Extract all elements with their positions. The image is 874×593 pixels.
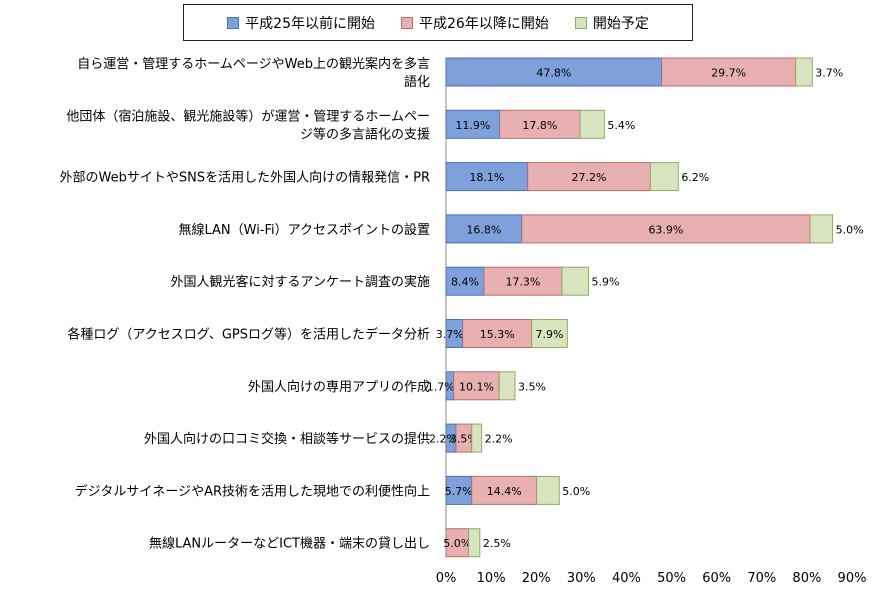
data-label: 3.7% — [815, 67, 843, 80]
data-label: 14.4% — [487, 485, 522, 498]
legend-swatch-after-h26 — [401, 16, 413, 29]
x-tick-label: 60% — [702, 571, 731, 586]
bar-segment — [453, 371, 500, 401]
x-tick-label: 70% — [747, 571, 776, 586]
data-label: 5.0% — [562, 485, 590, 498]
x-tick-label: 40% — [612, 571, 641, 586]
data-label: 2.2% — [429, 433, 457, 446]
data-label: 1.7% — [427, 380, 455, 393]
bar-segment — [661, 57, 797, 87]
x-tick-label: 20% — [522, 571, 551, 586]
data-label: 17.3% — [505, 276, 540, 289]
bar-segment — [795, 57, 813, 87]
x-tick-label: 10% — [477, 571, 506, 586]
data-label: 6.2% — [681, 171, 709, 184]
bar-segment — [445, 109, 501, 139]
bar-segment — [561, 266, 590, 296]
data-label: 17.8% — [522, 119, 557, 132]
data-label: 29.7% — [711, 67, 746, 80]
category-label-line2: ジ等の多言語化の支援 — [300, 126, 430, 142]
data-label: 3.5% — [518, 380, 546, 393]
legend-item-after-h26: 平成26年以降に開始 — [401, 13, 549, 33]
bar-segment — [536, 475, 560, 505]
bar-segment — [462, 319, 533, 348]
x-tick-label: 50% — [657, 571, 686, 586]
data-label: 3.7% — [436, 328, 464, 341]
data-label: 5.4% — [607, 119, 635, 132]
category-label: 無線LAN（Wi-Fi）アクセスポイントの設置 — [178, 222, 430, 238]
legend-label-planned: 開始予定 — [592, 15, 649, 32]
bar-segment — [649, 162, 679, 192]
bar-segment — [468, 528, 481, 558]
category-label: デジタルサイネージやAR技術を活用した現地での利便性向上 — [75, 483, 430, 499]
data-label: 5.0% — [836, 223, 864, 236]
bar-segment — [499, 109, 581, 139]
legend-swatch-before-h25 — [227, 16, 240, 29]
data-label: 11.9% — [455, 119, 490, 132]
x-tick-label: 80% — [792, 571, 821, 586]
data-label: 2.2% — [485, 433, 513, 446]
category-label-line2: 語化 — [404, 74, 430, 90]
data-label: 7.9% — [536, 328, 564, 341]
x-tick-label: 0% — [436, 571, 457, 586]
bar-segment — [445, 162, 529, 192]
data-label: 63.9% — [648, 223, 683, 236]
category-label: 各種ログ（アクセスログ、GPSログ等）を活用したデータ分析 — [67, 327, 430, 343]
bar-segment — [809, 214, 834, 244]
data-label: 15.3% — [480, 328, 515, 341]
category-label: 外国人観光客に対するアンケート調査の実施 — [171, 274, 430, 290]
data-label: 16.8% — [466, 223, 501, 236]
x-tick-label: 90% — [838, 571, 867, 586]
data-label: 5.9% — [592, 276, 620, 289]
data-label: 10.1% — [459, 380, 494, 393]
bar-segment — [521, 214, 811, 244]
bar-segment — [531, 319, 568, 348]
bar-segment — [498, 371, 516, 401]
category-label: 他団体（宿泊施設、観光施設等）が運営・管理するホームペー — [66, 108, 430, 124]
data-label: 8.4% — [451, 276, 479, 289]
legend-label-before-h25: 平成25年以前に開始 — [245, 15, 375, 32]
legend-item-before-h25: 平成25年以前に開始 — [227, 13, 375, 33]
bar-segment — [445, 214, 523, 244]
data-label: 5.0% — [443, 537, 471, 550]
data-label: 2.5% — [483, 537, 511, 550]
data-label: 3.5% — [450, 433, 478, 446]
legend: 平成25年以前に開始 平成26年以降に開始 開始予定 — [183, 4, 693, 41]
data-label: 47.8% — [536, 67, 571, 80]
category-label: 外国人向けの専用アプリの作成 — [248, 379, 430, 395]
category-label: 自ら運営・管理するホームページやWeb上の観光案内を多言 — [77, 56, 430, 72]
bar-segment — [579, 109, 605, 139]
legend-item-planned: 開始予定 — [574, 13, 649, 33]
category-label: 無線LANルーターなどICT機器・端末の貸し出し — [149, 536, 430, 552]
data-label: 27.2% — [572, 171, 607, 184]
data-label: 18.1% — [469, 171, 504, 184]
bar-segment — [527, 162, 651, 192]
category-label: 外部のWebサイトやSNSを活用した外国人向けの情報発信・PR — [60, 170, 430, 186]
bar-segment — [483, 266, 563, 296]
legend-swatch-planned — [574, 16, 587, 29]
category-label: 外国人向けの口コミ交換・相談等サービスの提供 — [144, 431, 430, 447]
data-label: 5.7% — [445, 485, 473, 498]
legend-label-after-h26: 平成26年以降に開始 — [419, 15, 549, 32]
bar-segment — [471, 423, 483, 453]
x-tick-label: 30% — [567, 571, 596, 586]
